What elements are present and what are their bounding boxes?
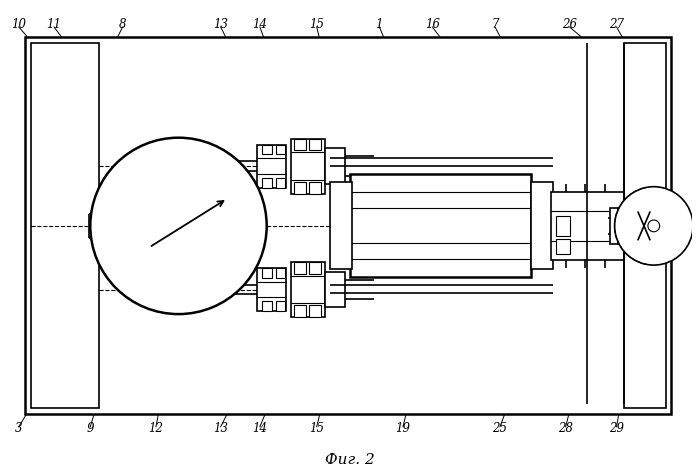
Bar — [309, 262, 321, 274]
Text: 15: 15 — [309, 422, 324, 435]
Bar — [24, 37, 672, 414]
Text: 9: 9 — [87, 422, 94, 435]
Text: 12: 12 — [148, 422, 164, 435]
Bar — [326, 148, 345, 184]
Bar — [309, 182, 321, 193]
Bar — [275, 268, 285, 278]
Text: 26: 26 — [562, 19, 577, 32]
Bar — [531, 182, 553, 269]
Bar — [610, 208, 624, 244]
Bar — [624, 43, 665, 408]
Text: 14: 14 — [252, 422, 267, 435]
Bar — [556, 239, 570, 254]
Bar — [309, 305, 321, 317]
Text: 25: 25 — [492, 422, 507, 435]
Bar — [262, 301, 272, 311]
Circle shape — [90, 138, 267, 314]
Bar — [291, 139, 326, 193]
Text: 3: 3 — [15, 422, 22, 435]
Bar — [95, 208, 109, 244]
Bar — [275, 301, 285, 311]
Text: 8: 8 — [119, 19, 127, 32]
Bar — [275, 178, 285, 188]
Text: 11: 11 — [47, 19, 62, 32]
Text: 1: 1 — [375, 19, 383, 32]
Circle shape — [614, 186, 693, 265]
Bar — [294, 305, 306, 317]
Text: 7: 7 — [491, 19, 499, 32]
Polygon shape — [624, 202, 638, 249]
Bar — [331, 182, 352, 269]
Text: 15: 15 — [309, 19, 324, 32]
Bar — [294, 182, 306, 193]
Text: 19: 19 — [396, 422, 410, 435]
Bar — [309, 139, 321, 151]
Bar — [31, 43, 99, 408]
Bar — [257, 145, 287, 188]
Text: 29: 29 — [609, 422, 624, 435]
Bar — [262, 178, 272, 188]
Bar — [262, 268, 272, 278]
Circle shape — [648, 220, 660, 232]
Bar — [257, 268, 287, 311]
Polygon shape — [638, 212, 650, 239]
Text: 13: 13 — [213, 422, 228, 435]
Bar — [291, 262, 326, 317]
Bar — [294, 262, 306, 274]
Text: 14: 14 — [252, 19, 267, 32]
Bar — [350, 174, 531, 277]
Bar — [262, 145, 272, 154]
Bar — [294, 139, 306, 151]
Text: 13: 13 — [213, 19, 228, 32]
Text: 16: 16 — [425, 19, 440, 32]
Bar — [556, 216, 570, 236]
Bar — [326, 272, 345, 307]
Text: Фиг. 2: Фиг. 2 — [324, 453, 375, 465]
Text: 10: 10 — [11, 19, 27, 32]
Bar — [551, 192, 624, 260]
Bar — [275, 145, 285, 154]
Text: 27: 27 — [609, 19, 624, 32]
Text: 28: 28 — [558, 422, 573, 435]
